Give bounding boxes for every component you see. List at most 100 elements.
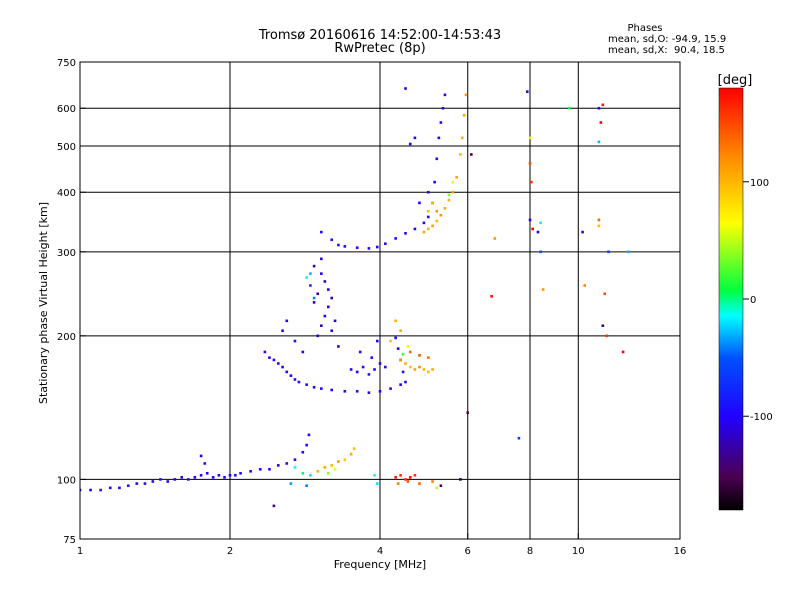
- data-point: [349, 452, 353, 456]
- data-point: [401, 352, 405, 356]
- data-point: [320, 324, 323, 328]
- data-point: [289, 374, 293, 377]
- data-point: [118, 486, 121, 490]
- data-point: [312, 296, 316, 300]
- stats-line-o: mean, sd,O: -94.9, 15.9: [608, 34, 726, 45]
- data-point: [272, 358, 276, 362]
- y-tick-label: 400: [57, 188, 76, 199]
- data-point: [528, 161, 532, 165]
- data-point: [159, 478, 162, 481]
- data-point: [583, 284, 586, 287]
- y-axis-ticks: 75 100 200 300 400 500 600 750: [57, 58, 86, 546]
- data-point: [330, 238, 334, 242]
- data-point: [528, 136, 532, 140]
- data-point: [276, 362, 280, 365]
- data-point: [358, 350, 362, 354]
- data-point: [166, 480, 170, 483]
- colorbar-ticks: 100 0 -100: [743, 178, 773, 423]
- data-point: [333, 319, 337, 323]
- data-point: [530, 180, 533, 184]
- data-point: [525, 90, 529, 93]
- data-point: [627, 250, 630, 254]
- data-point: [459, 153, 462, 156]
- data-point: [343, 390, 347, 393]
- data-point: [394, 476, 397, 479]
- data-point: [413, 474, 417, 477]
- data-point: [373, 474, 376, 477]
- data-point: [323, 314, 327, 318]
- data-point: [327, 305, 330, 309]
- data-point: [228, 474, 232, 477]
- data-point: [399, 329, 402, 332]
- data-point: [426, 215, 430, 219]
- data-point: [293, 458, 297, 461]
- data-point: [367, 391, 371, 394]
- data-point: [431, 224, 434, 228]
- data-point: [203, 462, 207, 465]
- data-point: [305, 443, 308, 447]
- data-point: [268, 467, 271, 471]
- data-point: [223, 476, 226, 479]
- x-tick-label: 10: [572, 546, 585, 557]
- data-point: [305, 383, 308, 386]
- data-point: [320, 257, 323, 261]
- data-point: [135, 482, 139, 485]
- x-axis-ticks: 1 2 4 6 8 10 16: [77, 533, 687, 557]
- colorbar: [718, 87, 744, 511]
- data-point: [293, 466, 297, 469]
- data-point: [396, 347, 400, 350]
- data-point: [408, 142, 412, 146]
- data-point: [268, 356, 271, 359]
- stats-heading: Phases: [627, 23, 662, 34]
- data-point: [330, 388, 334, 392]
- data-point: [337, 345, 340, 348]
- data-point: [312, 301, 316, 304]
- data-point: [408, 350, 412, 354]
- data-point: [285, 462, 289, 465]
- data-point: [451, 180, 455, 184]
- data-point: [333, 467, 337, 471]
- data-point: [80, 488, 82, 492]
- data-point: [384, 365, 387, 369]
- data-point: [435, 219, 439, 223]
- data-point: [309, 474, 312, 477]
- data-point: [309, 272, 312, 275]
- data-point: [389, 339, 392, 343]
- data-point: [541, 288, 545, 291]
- data-point: [401, 370, 405, 374]
- colorbar-tick-label: 100: [750, 178, 769, 189]
- data-point: [597, 218, 601, 222]
- data-point: [439, 121, 443, 124]
- data-point: [413, 227, 417, 231]
- data-point: [455, 175, 458, 179]
- data-point: [426, 370, 430, 374]
- data-point: [431, 368, 434, 371]
- data-point: [426, 227, 430, 231]
- data-point: [399, 383, 402, 386]
- data-point: [601, 324, 605, 328]
- data-point: [528, 218, 532, 222]
- data-point: [361, 365, 365, 369]
- data-point: [435, 209, 439, 213]
- data-point: [597, 140, 601, 144]
- chart-subtitle: RwPretec (8p): [334, 41, 425, 56]
- data-point: [597, 224, 601, 228]
- data-point: [404, 380, 407, 384]
- data-point: [418, 354, 421, 357]
- data-point: [384, 242, 387, 245]
- data-point: [312, 264, 316, 268]
- x-tick-label: 16: [674, 546, 687, 557]
- data-point: [404, 232, 407, 235]
- data-point: [447, 193, 451, 197]
- data-point: [234, 474, 237, 477]
- y-tick-label: 300: [57, 248, 76, 259]
- data-point: [441, 106, 445, 110]
- data-point: [394, 319, 397, 323]
- data-point: [396, 482, 400, 485]
- data-point: [239, 471, 242, 475]
- data-point: [323, 466, 327, 469]
- grid-lines: [80, 62, 680, 539]
- data-point: [413, 368, 417, 371]
- colorbar-tick-label: -100: [750, 412, 773, 423]
- data-point: [517, 436, 521, 440]
